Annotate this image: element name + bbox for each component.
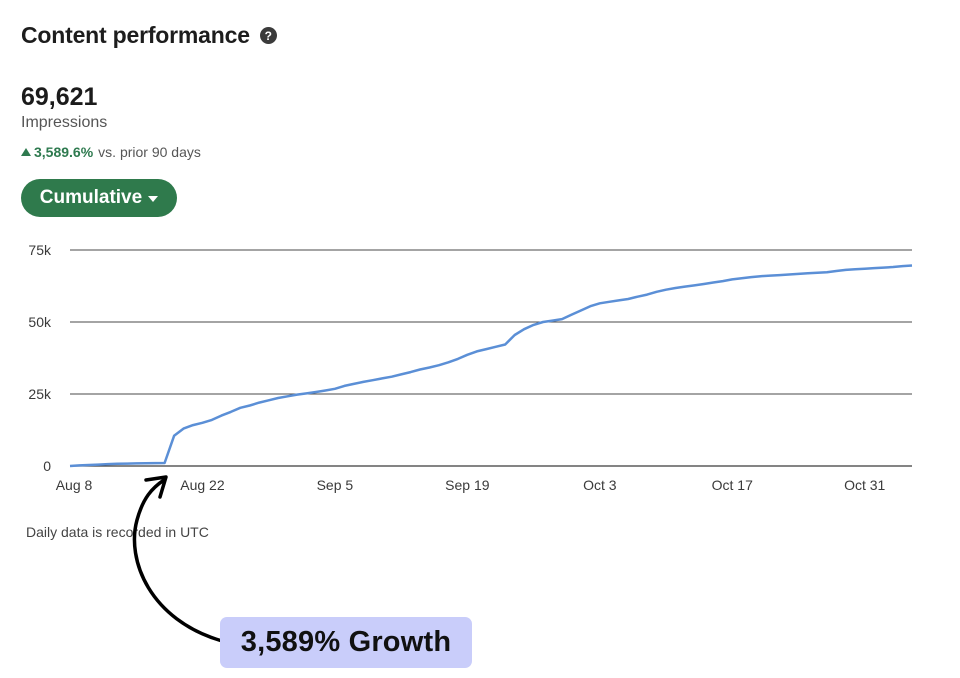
x-tick-label: Aug 8 [56,477,93,493]
y-tick-label: 0 [43,458,51,474]
impressions-label: Impressions [21,114,108,131]
triangle-up-icon [21,148,31,156]
delta-percentage: 3,589.6% [34,144,94,160]
x-tick-label: Oct 17 [712,477,753,493]
footnote: Daily data is recorded in UTC [26,524,209,540]
impressions-series-line [69,264,913,468]
x-tick-label: Aug 22 [180,477,225,493]
header: Content performance ? [21,22,277,49]
question-circle-icon[interactable]: ? [259,27,277,44]
x-tick-label: Sep 19 [445,477,490,493]
x-tick-label: Sep 5 [317,477,354,493]
delta-suffix: vs. prior 90 days [98,144,201,160]
y-tick-label: 25k [28,386,52,402]
x-tick-label: Oct 31 [844,477,885,493]
y-tick-label: 75k [28,242,52,258]
dropdown-label: Cumulative [39,187,143,208]
impressions-value: 69,621 [21,83,98,111]
page-title: Content performance [21,22,250,48]
caret-down-icon [148,196,159,202]
y-tick-label: 50k [28,314,52,330]
delta-row: 3,589.6% vs. prior 90 days [21,144,201,160]
cumulative-dropdown[interactable]: Cumulative [21,179,177,217]
growth-callout: 3,589% Growth [220,617,472,668]
impressions-chart: 0 25k 50k 75k Aug 8 Aug 22 Sep 5 Sep 19 Oct 3 Oct… [28,242,913,493]
x-tick-label: Oct 3 [583,477,617,493]
